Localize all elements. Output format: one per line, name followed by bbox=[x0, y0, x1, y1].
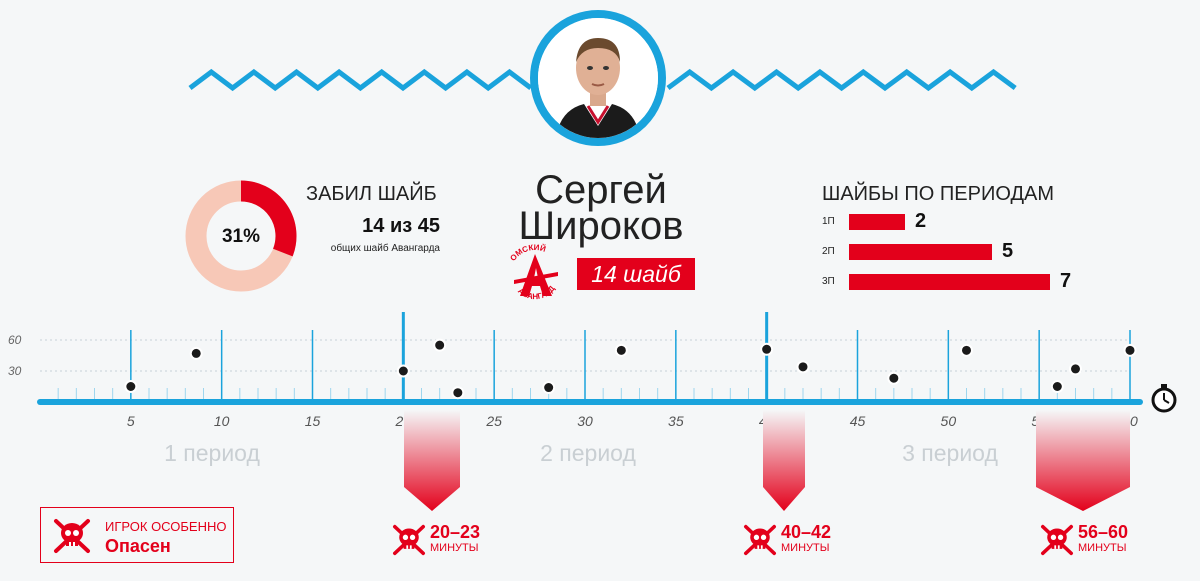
period-label-2: 2 период bbox=[540, 440, 636, 466]
goal-point bbox=[451, 386, 465, 400]
period-bar bbox=[849, 214, 905, 230]
danger-arrows bbox=[404, 410, 1130, 511]
danger-zone-unit: МИНУТЫ bbox=[781, 542, 830, 554]
stopwatch-icon bbox=[1151, 384, 1177, 413]
period-bar bbox=[849, 274, 1050, 290]
period-bar-label: 2П bbox=[822, 246, 835, 257]
goal-point bbox=[760, 342, 774, 356]
goal-point bbox=[614, 343, 628, 357]
x-tick-label: 5 bbox=[127, 413, 135, 429]
player-last-name: Широков bbox=[518, 204, 684, 248]
x-tick-label: 35 bbox=[668, 413, 684, 429]
period-bar-value: 7 bbox=[1060, 270, 1072, 292]
goal-point bbox=[124, 380, 138, 393]
goals-badge: 14 шайб bbox=[577, 258, 695, 290]
x-tick-label: 45 bbox=[850, 413, 866, 429]
goal-point bbox=[1050, 380, 1064, 393]
x-tick-label: 30 bbox=[577, 413, 593, 429]
period-bar-value: 2 bbox=[915, 210, 927, 232]
goal-point bbox=[542, 381, 556, 395]
zigzag-decoration bbox=[188, 68, 1017, 92]
danger-zone-range: 20–23 bbox=[430, 522, 481, 542]
goal-share-donut bbox=[185, 180, 297, 292]
danger-zone-unit: МИНУТЫ bbox=[1078, 542, 1127, 554]
svg-text:ОМСКИЙ: ОМСКИЙ bbox=[508, 243, 547, 263]
y-tick-label: 30 bbox=[8, 364, 22, 378]
skull-crossbones-icon bbox=[743, 524, 776, 556]
danger-zone-range: 56–60 bbox=[1078, 522, 1129, 542]
period-label-3: 3 период bbox=[902, 440, 998, 466]
x-tick-label: 50 bbox=[941, 413, 957, 429]
danger-zone-range: 40–42 bbox=[781, 522, 832, 542]
goal-point bbox=[1069, 362, 1082, 376]
scored-title: ЗАБИЛ ШАЙБ bbox=[306, 183, 437, 205]
danger-text-line2: Опасен bbox=[105, 536, 171, 556]
goal-point bbox=[1123, 343, 1137, 357]
player-avatar bbox=[530, 10, 666, 146]
goal-point bbox=[189, 346, 203, 360]
y-tick-label: 60 bbox=[8, 333, 22, 347]
danger-box: ИГРОК ОСОБЕННО Опасен bbox=[40, 507, 234, 563]
danger-arrow-1 bbox=[404, 410, 460, 511]
goal-point bbox=[433, 338, 447, 352]
x-tick-label: 25 bbox=[485, 413, 502, 429]
scored-note: общих шайб Авангарда bbox=[330, 243, 440, 254]
donut-percent-label: 31% bbox=[221, 226, 261, 247]
goal-point bbox=[960, 343, 973, 357]
period-bar bbox=[849, 244, 992, 260]
period-label-1: 1 период bbox=[164, 440, 260, 466]
donut-share-arc bbox=[240, 180, 297, 257]
scored-value: 14 из 45 bbox=[362, 215, 440, 237]
danger-text-line1: ИГРОК ОСОБЕННО bbox=[105, 519, 227, 534]
danger-arrow-3 bbox=[1036, 410, 1130, 511]
player-first-name: Сергей bbox=[535, 168, 667, 212]
danger-zone-unit: МИНУТЫ bbox=[430, 542, 479, 554]
goal-point bbox=[796, 360, 810, 374]
period-bar-value: 5 bbox=[1002, 240, 1014, 262]
period-bar-label: 3П bbox=[822, 276, 835, 287]
goal-point bbox=[887, 371, 901, 385]
x-tick-label: 10 bbox=[214, 413, 230, 429]
skull-crossbones-icon bbox=[54, 519, 90, 553]
period-bar-label: 1П bbox=[822, 216, 835, 227]
skull-crossbones-icon bbox=[1041, 524, 1073, 556]
team-logo: ОМСКИЙ АВАНГАРД bbox=[508, 243, 558, 301]
x-tick-label: 15 bbox=[305, 413, 321, 429]
goal-point bbox=[396, 364, 410, 378]
danger-arrow-2 bbox=[763, 410, 805, 511]
skull-crossbones-icon bbox=[393, 524, 425, 556]
periods-title: ШАЙБЫ ПО ПЕРИОДАМ bbox=[822, 183, 1055, 205]
